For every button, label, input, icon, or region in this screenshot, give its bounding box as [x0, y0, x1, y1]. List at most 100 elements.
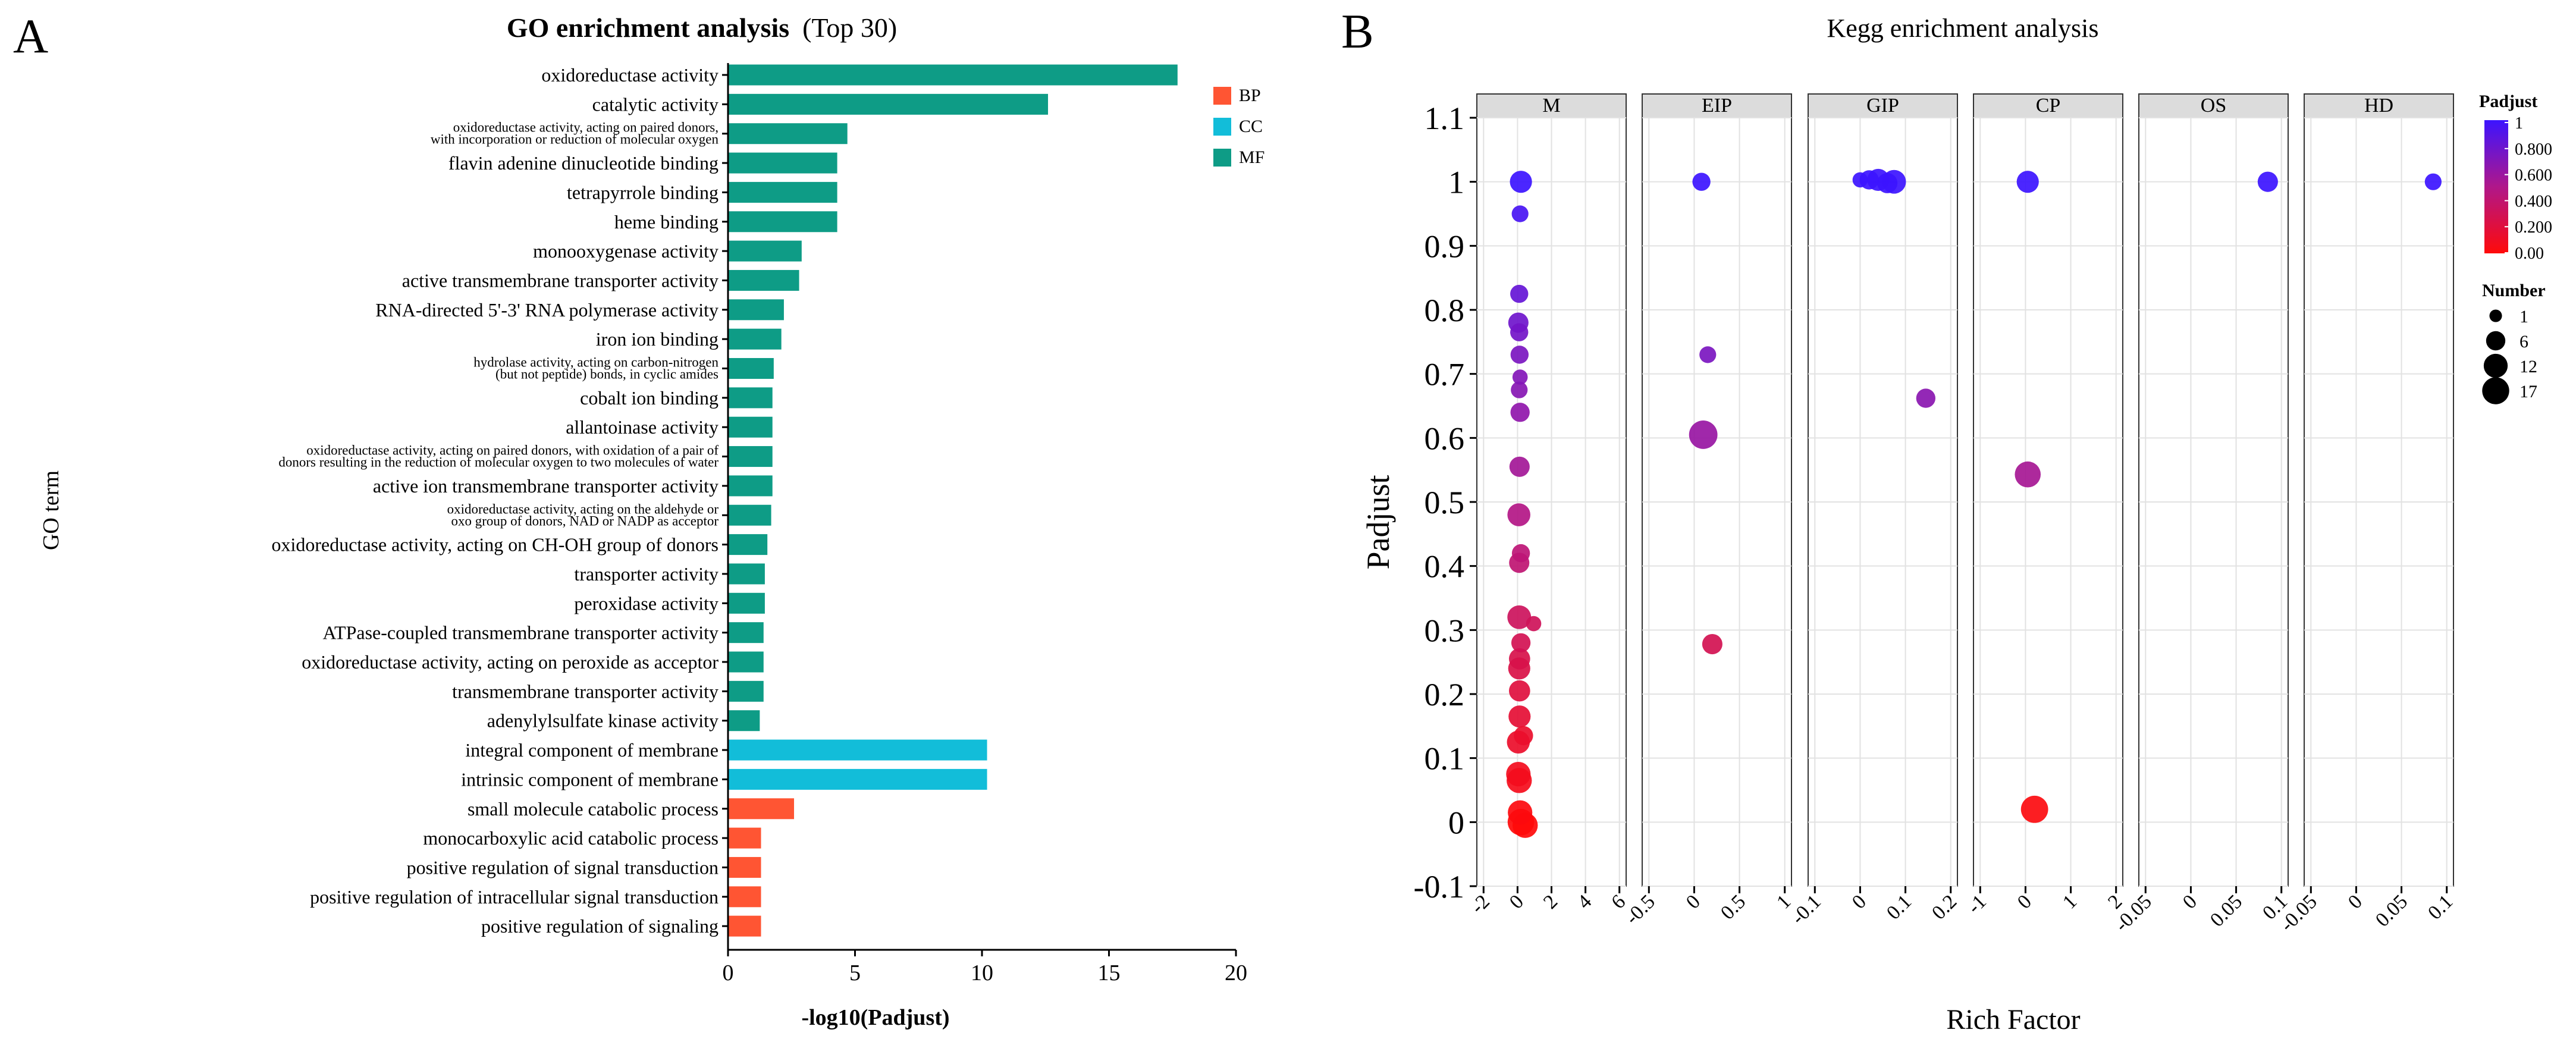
- go-x-axis-label: -log10(Padjust): [801, 1005, 949, 1030]
- kegg-point: [2020, 795, 2048, 823]
- facet-strip-label: GIP: [1866, 95, 1899, 117]
- go-bar: [728, 416, 773, 438]
- go-term-label: positive regulation of intracellular sig…: [310, 886, 718, 908]
- go-term-label: iron ion binding: [596, 328, 718, 350]
- go-term-label: with incorporation or reduction of molec…: [431, 132, 719, 147]
- go-bar: [728, 827, 761, 849]
- color-legend-bar: [2484, 120, 2508, 253]
- go-term-label: (but not peptide) bonds, in cyclic amide…: [495, 367, 718, 382]
- kegg-point: [1511, 633, 1531, 653]
- number-size-legend: Number 1 6 12 17: [2482, 281, 2546, 404]
- size-legend-label: 6: [2519, 332, 2528, 351]
- go-term-label: oxidoreductase activity, acting on the a…: [447, 501, 719, 516]
- kegg-x-tick-label: 0.1: [2424, 890, 2457, 924]
- go-term-label: monocarboxylic acid catabolic process: [423, 827, 718, 849]
- kegg-x-tick-label: 0.2: [1928, 890, 1961, 924]
- kegg-y-tick-label: 0.4: [1425, 549, 1465, 585]
- kegg-y-axis-label: Padjust: [1360, 475, 1396, 569]
- legend-item-bp: BP: [1213, 86, 1261, 105]
- go-bar: [728, 299, 784, 321]
- kegg-point: [1510, 323, 1529, 341]
- go-term-label: oxidoreductase activity, acting on paire…: [453, 120, 718, 135]
- color-legend-labels: 1 0.800 0.600 0.400 0.200 0.00: [2505, 114, 2552, 263]
- go-term-label: positive regulation of signaling: [481, 915, 718, 937]
- kegg-x-tick-label: 0: [1682, 890, 1705, 913]
- kegg-x-tick-label: 0.05: [2206, 890, 2246, 931]
- kegg-point: [1508, 680, 1530, 702]
- size-legend-label: 17: [2519, 382, 2537, 401]
- kegg-point: [1692, 172, 1711, 191]
- go-bar: [728, 211, 837, 233]
- kegg-y-tick-label: 0.8: [1425, 293, 1465, 328]
- color-legend-label: 0.400: [2515, 192, 2552, 211]
- kegg-point: [1511, 205, 1529, 222]
- legend-label-mf: MF: [1239, 147, 1265, 167]
- go-bar: [728, 680, 764, 702]
- go-bar: [728, 886, 761, 908]
- go-bars: [728, 64, 1178, 937]
- kegg-point: [1852, 172, 1868, 188]
- go-bar: [728, 592, 765, 614]
- legend-swatch-cc: [1213, 118, 1231, 136]
- legend-label-bp: BP: [1239, 86, 1261, 105]
- kegg-y-tick-label: 0.2: [1425, 677, 1465, 713]
- go-bar: [728, 622, 764, 644]
- kegg-point: [1702, 633, 1722, 655]
- kegg-y-ticks: -0.1 0 0.1 0.2 0.3 0.4 0.5 0.6 0.7 0.8 0.9 1 1.1: [1414, 101, 1477, 905]
- go-chart-subtitle: (Top 30): [802, 12, 897, 43]
- go-y-axis-label: GO term: [39, 470, 64, 550]
- go-bar: [728, 768, 987, 790]
- kegg-facet-hd: HD-0.05 0 0.05 0.1: [2276, 93, 2457, 936]
- kegg-point: [1508, 648, 1530, 670]
- legend-item-mf: MF: [1213, 147, 1265, 167]
- go-bar: [728, 534, 768, 555]
- kegg-x-tick-label: 0: [2344, 890, 2367, 913]
- go-bar: [728, 387, 773, 409]
- go-term-label: oxidoreductase activity, acting on paire…: [306, 443, 718, 458]
- kegg-y-tick-label: 0.6: [1425, 420, 1465, 456]
- kegg-x-tick-label: 0: [2013, 890, 2036, 913]
- kegg-y-tick-label: 0: [1448, 805, 1464, 840]
- kegg-facet-os: OS-0.05 0 0.05 0.1: [2111, 93, 2292, 936]
- kegg-chart-title: Kegg enrichment analysis: [1827, 14, 2099, 43]
- go-term-label: positive regulation of signal transducti…: [407, 856, 718, 878]
- go-term-label: active transmembrane transporter activit…: [402, 269, 718, 291]
- go-legend: BP CC MF: [1213, 86, 1265, 167]
- kegg-point: [1510, 403, 1530, 422]
- go-chart-title-main: GO enrichment analysis: [507, 12, 789, 43]
- kegg-point: [1510, 171, 1532, 193]
- go-bar: [728, 651, 764, 673]
- facet-strip: [1642, 93, 1792, 118]
- go-bar: [728, 856, 761, 878]
- go-term-label: tetrapyrrole binding: [567, 181, 718, 203]
- kegg-facet-m: M-2 0 2 4 6: [1467, 93, 1630, 918]
- padjust-color-legend: Padjust 1 0.800 0.600 0.400 0.200 0.00: [2479, 92, 2552, 263]
- go-bar: [728, 358, 774, 379]
- facet-strip-label: HD: [2364, 95, 2393, 117]
- facet-strip: [1476, 93, 1627, 118]
- size-legend-entries: 1 6 12 17: [2482, 307, 2537, 404]
- go-bar: [728, 328, 782, 350]
- go-x-ticks: 0 5 10 15 20: [723, 950, 1247, 985]
- go-term-label: donors resulting in the reduction of mol…: [278, 455, 718, 470]
- go-term-label: oxidoreductase activity, acting on perox…: [302, 651, 718, 673]
- size-legend-label: 12: [2519, 357, 2537, 376]
- go-x-tick-label: 0: [723, 961, 734, 985]
- kegg-x-tick-label: -0.1: [1787, 890, 1825, 928]
- kegg-point: [1689, 420, 1718, 449]
- kegg-point: [1512, 369, 1528, 385]
- go-bar: [728, 710, 760, 732]
- panel-b-letter: B: [1341, 4, 1374, 58]
- go-x-tick-label: 20: [1225, 961, 1247, 985]
- go-bar: [728, 563, 765, 585]
- kegg-point: [1511, 381, 1528, 398]
- go-x-tick-label: 10: [971, 961, 993, 985]
- kegg-x-axis-label: Rich Factor: [1946, 1004, 2080, 1035]
- kegg-x-tick-label: 0: [1848, 890, 1871, 913]
- color-legend-label: 0.200: [2515, 218, 2552, 237]
- kegg-y-tick-label: -0.1: [1414, 869, 1464, 905]
- kegg-x-tick-label: 0.1: [1882, 890, 1916, 924]
- kegg-x-tick-label: 2: [1539, 890, 1562, 913]
- go-term-label: intrinsic component of membrane: [461, 768, 718, 790]
- go-bar: [728, 798, 795, 820]
